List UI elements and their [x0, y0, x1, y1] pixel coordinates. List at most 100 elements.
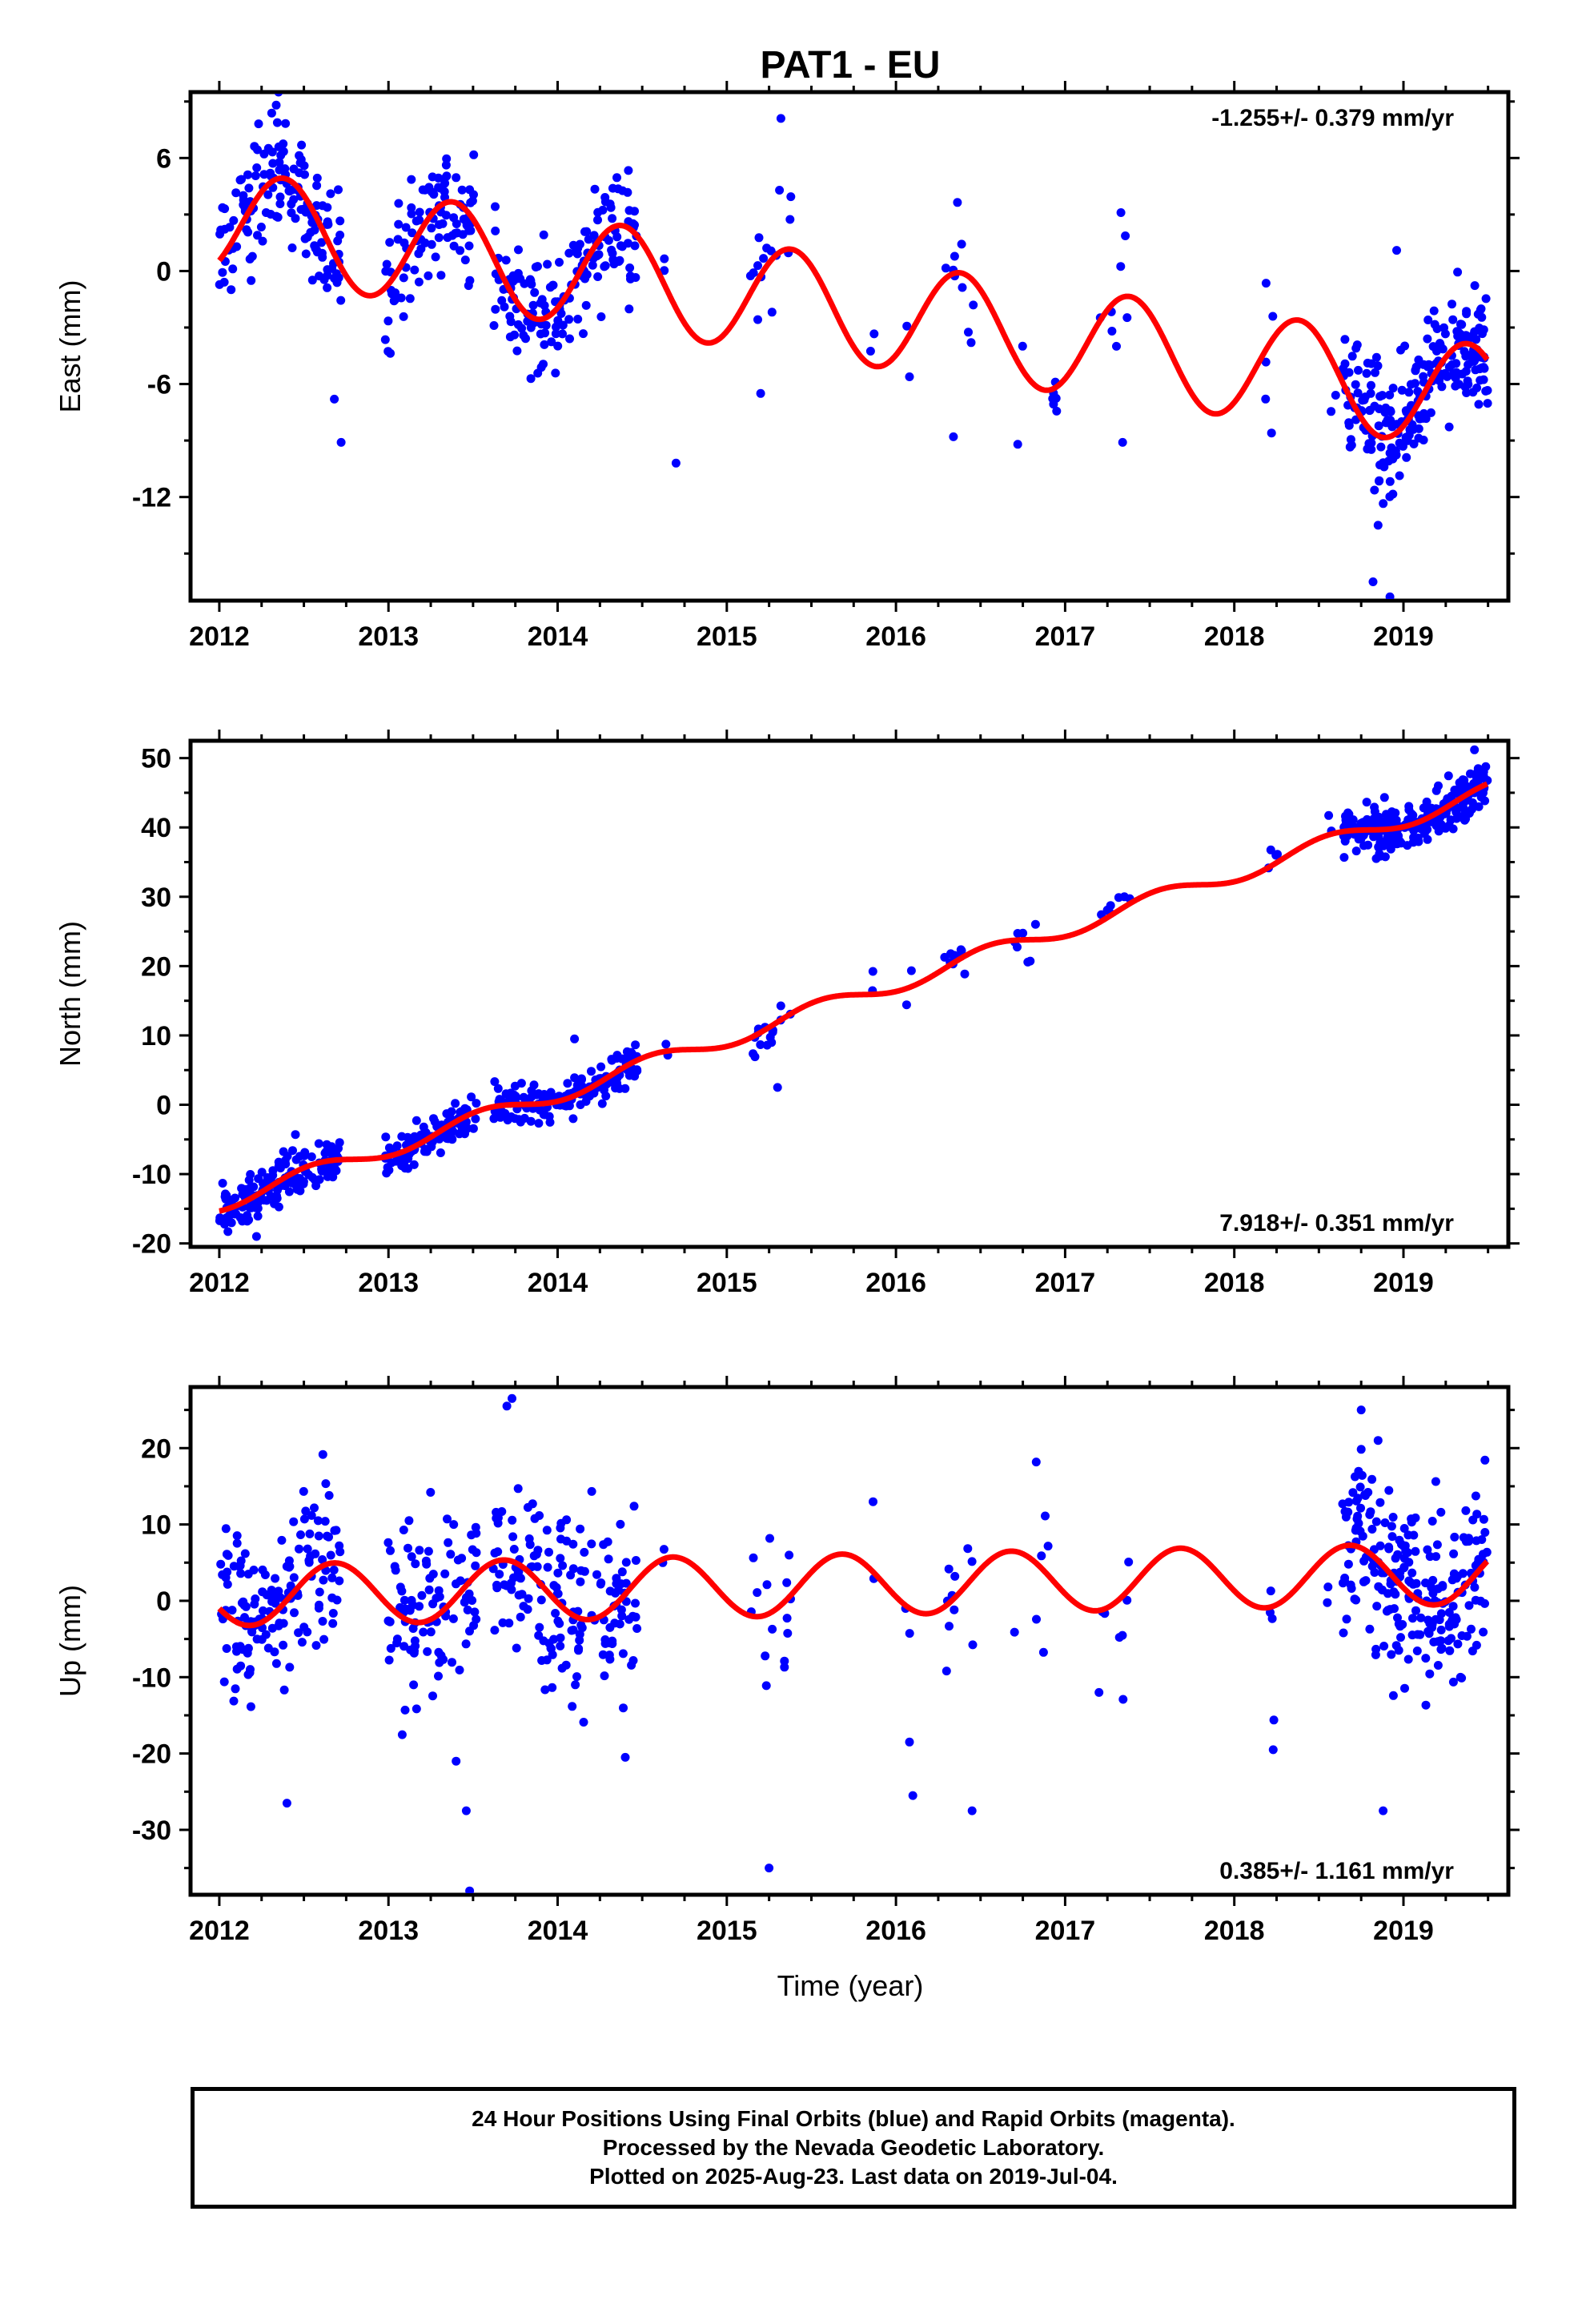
data-point [1472, 383, 1482, 392]
data-point [490, 1077, 500, 1087]
data-point [1423, 1615, 1433, 1625]
data-point [300, 1148, 310, 1157]
data-point [323, 1172, 332, 1181]
data-point [1338, 1499, 1347, 1509]
data-point [1436, 1645, 1446, 1655]
data-point [1468, 805, 1476, 814]
up-panel: 2012 2013 2014 2015 2016 2017 2018 2019 20 10 0 -10… [54, 1376, 1520, 1946]
data-point [469, 150, 479, 159]
x-tick-label: 2013 [358, 1916, 419, 1946]
data-point [621, 1578, 631, 1588]
data-point [1354, 1466, 1363, 1476]
data-point [1402, 452, 1411, 462]
data-point [553, 1589, 563, 1598]
data-point [451, 228, 460, 238]
data-point [299, 1486, 308, 1496]
data-point [271, 1592, 279, 1602]
y-axis-label: Up (mm) [54, 1585, 86, 1697]
data-point [1392, 246, 1401, 255]
data-point [1407, 809, 1416, 818]
data-point [782, 1578, 792, 1587]
data-point [284, 1556, 294, 1566]
data-point [1371, 352, 1381, 362]
data-point [1431, 1614, 1440, 1624]
data-point [603, 1537, 612, 1546]
data-point [605, 1586, 615, 1596]
data-point [1425, 1669, 1435, 1679]
data-point [526, 1116, 536, 1126]
y-tick-label: 30 [141, 883, 171, 913]
data-point [605, 199, 615, 209]
data-point [232, 1531, 242, 1541]
data-point [311, 1641, 321, 1651]
data-point [223, 1550, 233, 1560]
data-point [260, 1570, 270, 1579]
data-layer [215, 94, 1492, 599]
data-point [249, 1182, 259, 1192]
data-point [462, 1593, 471, 1602]
data-point [452, 1579, 460, 1589]
data-point [493, 1084, 503, 1093]
data-point [1411, 1546, 1420, 1556]
data-point [1483, 386, 1492, 395]
y-tick-label: -6 [147, 370, 171, 400]
data-point [449, 1520, 459, 1530]
data-point [749, 1553, 758, 1562]
data-point [306, 227, 315, 237]
data-point [1470, 745, 1480, 754]
data-point [243, 1211, 252, 1220]
data-point [1409, 833, 1419, 842]
data-point [1399, 1554, 1409, 1563]
data-point [510, 1081, 520, 1091]
data-point [1392, 839, 1402, 849]
data-point [575, 1630, 584, 1639]
data-point [1013, 440, 1022, 449]
data-point [215, 279, 224, 289]
data-point [1452, 814, 1461, 823]
data-point [761, 1651, 770, 1661]
data-point [540, 301, 549, 310]
data-point [1479, 1514, 1488, 1524]
data-point [464, 226, 474, 235]
data-point [323, 283, 332, 292]
data-point [592, 1570, 601, 1579]
data-point [535, 1622, 544, 1632]
data-point [618, 1649, 628, 1659]
data-point [318, 1555, 327, 1564]
data-point [1052, 406, 1062, 416]
data-point [1122, 1595, 1132, 1605]
data-point [1261, 357, 1271, 367]
data-point [455, 1665, 464, 1675]
data-point [765, 1864, 774, 1873]
data-point [753, 315, 762, 324]
data-point [1468, 1647, 1477, 1656]
data-point [660, 266, 669, 275]
data-point [323, 265, 332, 275]
data-point [295, 158, 305, 167]
data-point [558, 320, 568, 330]
data-point [555, 1618, 564, 1628]
data-point [1041, 1511, 1050, 1521]
data-point [756, 388, 765, 398]
data-point [461, 1806, 471, 1815]
data-point [307, 218, 317, 227]
data-point [1356, 818, 1366, 828]
data-point [1375, 1498, 1385, 1507]
y-axis-label: East (mm) [54, 280, 86, 413]
data-point [555, 258, 564, 267]
data-point [400, 1595, 409, 1605]
data-point [1464, 1534, 1473, 1543]
data-point [1342, 1614, 1351, 1624]
x-tick-label: 2018 [1204, 1268, 1265, 1298]
data-point [1452, 359, 1461, 368]
data-point [263, 190, 273, 199]
data-point [549, 1581, 559, 1590]
data-point [1118, 1695, 1128, 1704]
data-point [303, 1627, 312, 1637]
data-point [617, 1611, 627, 1621]
data-point [512, 1093, 521, 1103]
data-point [1386, 407, 1395, 416]
data-point [232, 1664, 242, 1674]
data-point [562, 1515, 572, 1525]
data-point [428, 1691, 437, 1701]
